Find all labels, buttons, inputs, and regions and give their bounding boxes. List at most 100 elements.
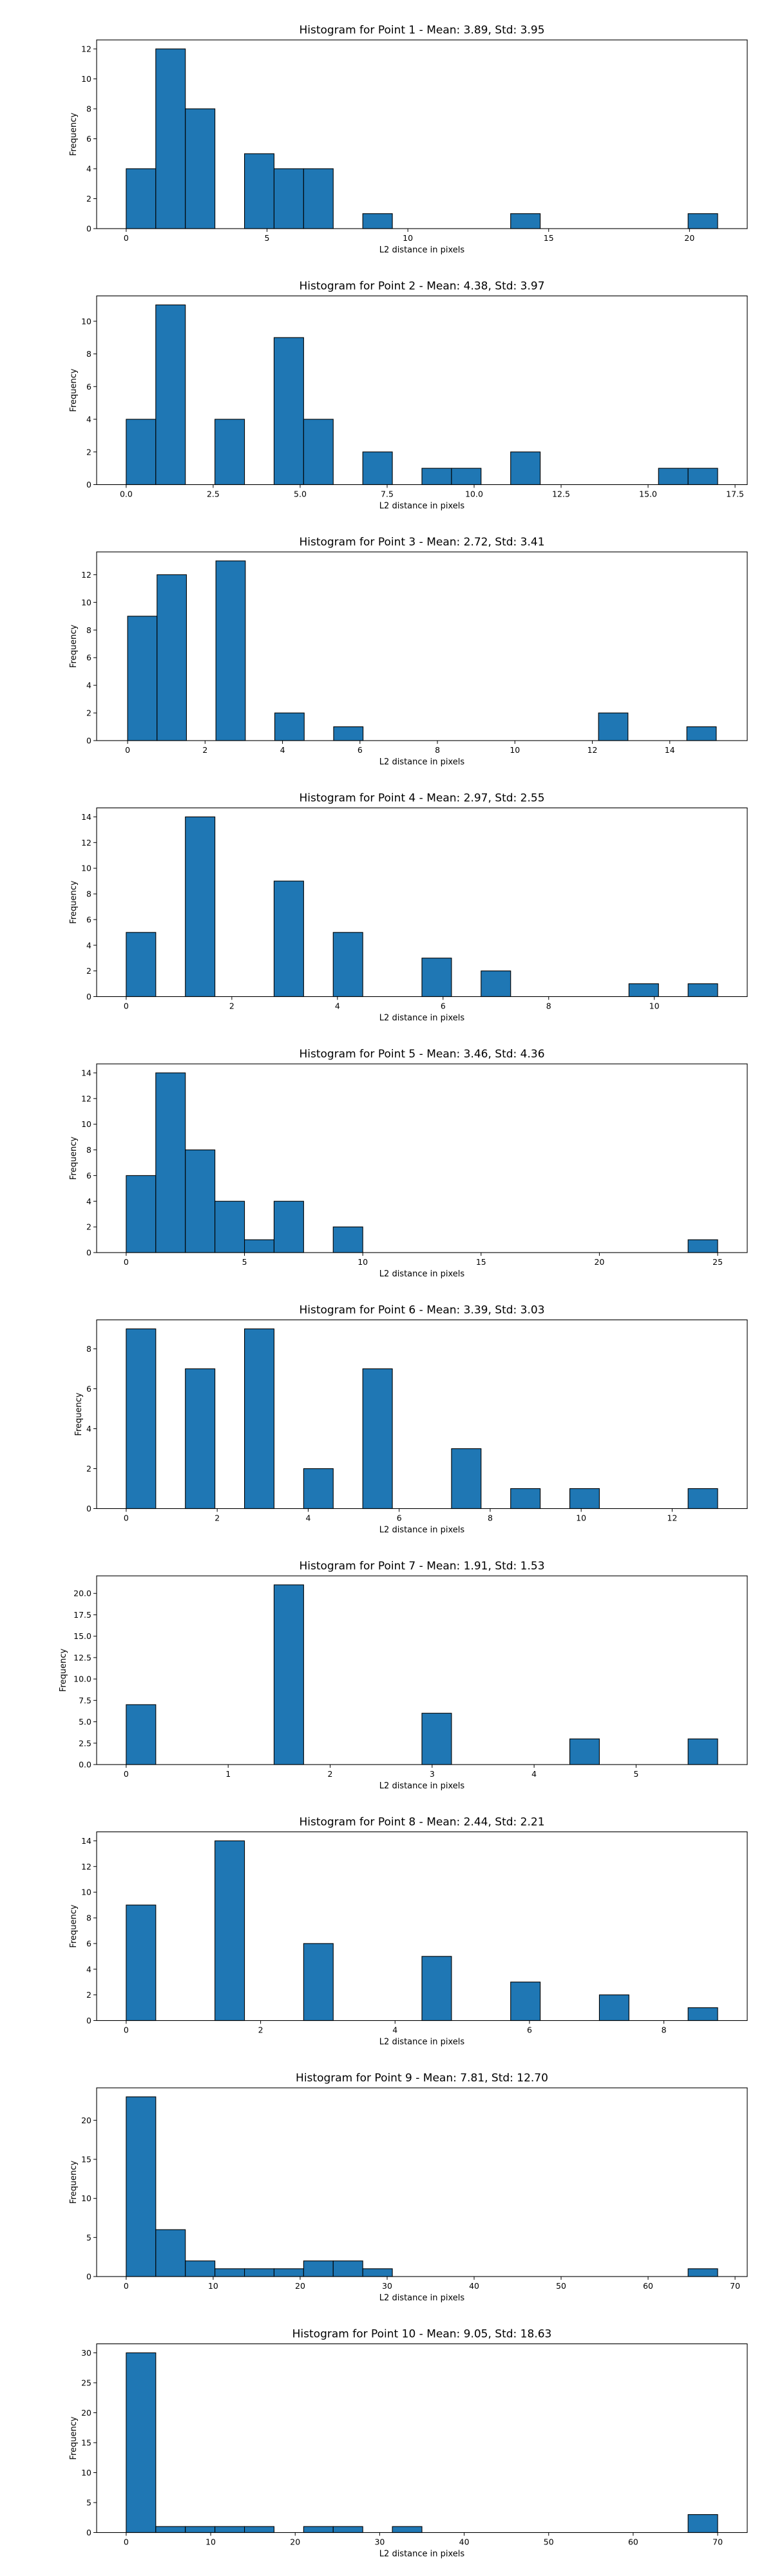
x-tick-label: 0 (124, 233, 129, 243)
histogram-bar (333, 726, 364, 741)
x-tick-label: 20 (295, 2281, 305, 2291)
y-tick-label: 2 (86, 708, 91, 718)
chart-panel-7: Histogram for Point 7 - Mean: 1.91, Std:… (59, 1560, 748, 1791)
y-tick-label: 10 (81, 598, 91, 607)
y-tick-label: 8 (86, 1344, 91, 1354)
y-tick-label: 12 (81, 1862, 91, 1871)
y-tick-label: 10.0 (73, 1674, 91, 1684)
histogram-bar (185, 816, 216, 998)
x-tick-label: 4 (392, 2025, 397, 2035)
x-tick-label: 17.5 (726, 489, 744, 499)
y-tick-label: 0 (86, 1248, 91, 1258)
x-tick-label: 8 (662, 2025, 667, 2035)
histogram-bar (687, 1488, 718, 1510)
x-tick-label: 8 (435, 745, 440, 755)
x-tick-label: 20 (684, 233, 694, 243)
histogram-bar (598, 712, 629, 741)
histogram-bar (510, 213, 541, 229)
plot-frame (96, 807, 748, 998)
x-tick-label: 15 (544, 233, 554, 243)
x-tick-label: 25 (712, 1257, 723, 1267)
histogram-bar (687, 2007, 718, 2022)
y-tick-label: 20.0 (73, 1589, 91, 1598)
x-tick-label: 14 (665, 745, 675, 755)
y-tick-label: 4 (86, 164, 91, 173)
chart-title-2: Histogram for Point 2 - Mean: 4.38, Std:… (299, 280, 544, 293)
x-tick-label: 10 (358, 1257, 368, 1267)
histogram-bar (215, 1200, 245, 1253)
y-tick-label: 12 (81, 1094, 91, 1103)
x-axis-label: L2 distance in pixels (379, 502, 465, 511)
plot-frame (96, 1575, 748, 1765)
x-tick-label: 70 (730, 2281, 740, 2291)
y-tick-label: 10 (81, 2193, 91, 2203)
y-tick-label: 15.0 (73, 1631, 91, 1641)
histogram-bar (126, 1704, 157, 1765)
histogram-bar (157, 574, 187, 741)
x-tick-label: 10 (403, 233, 413, 243)
y-tick-label: 5 (86, 2233, 91, 2242)
y-tick-label: 7.5 (79, 1696, 91, 1705)
histogram-bar (303, 1943, 334, 2022)
histogram-bar (687, 468, 718, 486)
histogram-bar (481, 971, 511, 998)
histogram-bar (185, 2526, 216, 2533)
histogram-bar (126, 168, 157, 229)
histogram-bar (215, 2526, 245, 2533)
y-axis-label: Frequency (69, 880, 79, 923)
chart-panel-5: Histogram for Point 5 - Mean: 3.46, Std:… (69, 1048, 748, 1279)
x-tick-label: 5 (633, 1769, 638, 1779)
chart-title-3: Histogram for Point 3 - Mean: 2.72, Std:… (299, 536, 544, 549)
x-axis-label: L2 distance in pixels (379, 2038, 465, 2047)
y-tick-label: 5 (86, 2497, 91, 2507)
histogram-bar (185, 1149, 216, 1253)
x-tick-label: 12.5 (552, 489, 570, 499)
x-tick-label: 0 (125, 745, 130, 755)
y-tick-label: 4 (86, 415, 91, 424)
histogram-bar (303, 2526, 334, 2533)
histogram-bar (658, 468, 689, 486)
histogram-bar (628, 983, 659, 998)
x-tick-label: 6 (358, 745, 363, 755)
y-tick-label: 14 (81, 1068, 91, 1077)
y-tick-label: 6 (86, 1938, 91, 1948)
chart-panel-6: Histogram for Point 6 - Mean: 3.39, Std:… (74, 1304, 748, 1535)
y-axis-label: Frequency (74, 1392, 84, 1435)
histogram-bar (332, 2526, 363, 2533)
histogram-bar (126, 1904, 157, 2022)
y-tick-label: 14 (81, 812, 91, 822)
histogram-bar (274, 712, 305, 741)
y-tick-label: 15 (81, 2155, 91, 2164)
y-axis-label: Frequency (69, 1137, 79, 1180)
chart-panel-1: Histogram for Point 1 - Mean: 3.89, Std:… (69, 24, 748, 255)
histogram-bar (126, 1175, 157, 1253)
x-tick-label: 4 (335, 1001, 340, 1011)
plot-frame (96, 295, 748, 486)
x-tick-label: 4 (280, 745, 285, 755)
x-tick-label: 8 (488, 1513, 493, 1523)
histogram-bar (155, 2526, 186, 2533)
x-tick-label: 0.0 (120, 489, 133, 499)
histogram-bar (332, 1226, 363, 1253)
histogram-bar (215, 560, 246, 741)
x-tick-label: 5 (265, 233, 270, 243)
chart-title-7: Histogram for Point 7 - Mean: 1.91, Std:… (299, 1560, 544, 1573)
histogram-bar (687, 213, 718, 229)
y-tick-label: 0 (86, 2528, 91, 2537)
y-tick-label: 0 (86, 480, 91, 489)
x-tick-label: 7.5 (381, 489, 394, 499)
chart-panel-4: Histogram for Point 4 - Mean: 2.97, Std:… (69, 792, 748, 1023)
x-tick-label: 15.0 (639, 489, 657, 499)
y-tick-label: 0 (86, 992, 91, 1001)
x-tick-label: 10.0 (465, 489, 483, 499)
y-tick-label: 0 (86, 736, 91, 746)
histogram-bar (687, 1239, 718, 1253)
histogram-bar (303, 2260, 334, 2277)
histogram-bar (126, 2352, 157, 2533)
histogram-bar (686, 726, 717, 741)
plot-frame (96, 2343, 748, 2533)
histogram-bar (451, 1448, 482, 1510)
y-tick-label: 12.5 (73, 1653, 91, 1662)
x-tick-label: 8 (546, 1001, 551, 1011)
histogram-bar (273, 337, 304, 486)
